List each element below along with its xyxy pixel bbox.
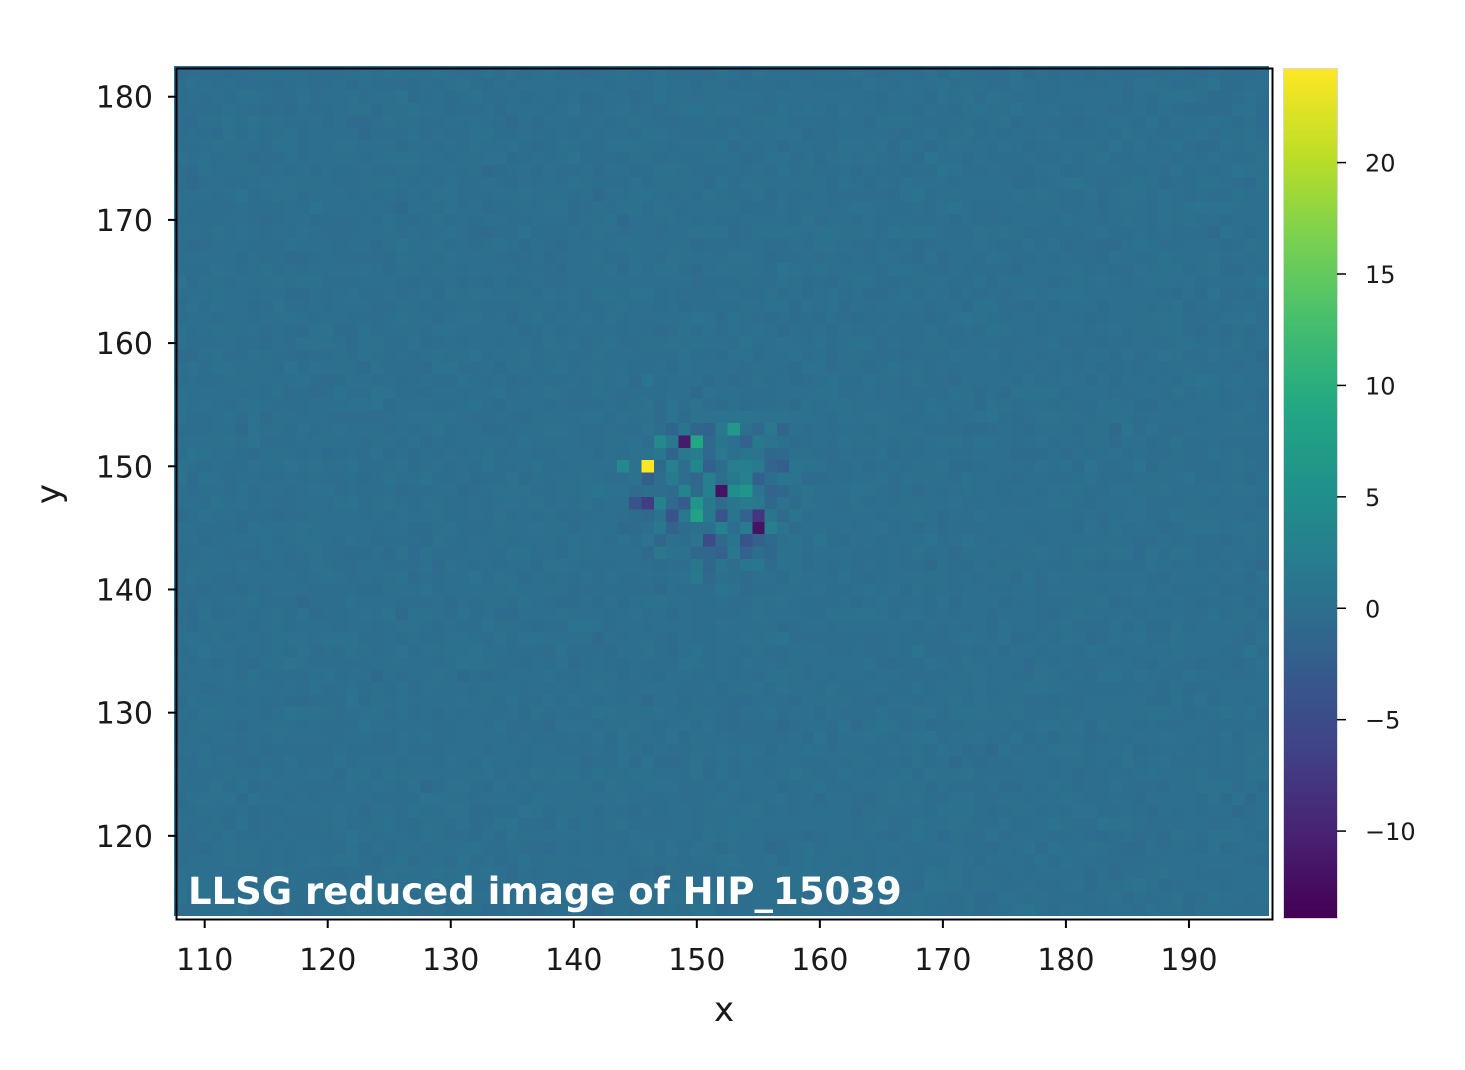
x-tick-label: 170	[914, 943, 971, 978]
x-tick-label: 180	[1037, 943, 1094, 978]
y-tick-label: 160	[96, 327, 153, 362]
colorbar-tick-label: 15	[1365, 261, 1396, 289]
x-tick-label: 160	[791, 943, 848, 978]
colorbar-tick-label: 5	[1365, 484, 1380, 512]
x-axis-ticks: 110 120 130 140 150 160 170 180 190	[176, 919, 1218, 978]
x-tick-label: 130	[422, 943, 479, 978]
x-tick-label: 120	[299, 943, 356, 978]
y-tick-label: 140	[96, 573, 153, 608]
x-tick-label: 110	[176, 943, 233, 978]
x-tick-label: 190	[1160, 943, 1217, 978]
colorbar-frame	[1283, 68, 1338, 919]
colorbar-tick-label: 0	[1365, 595, 1380, 623]
colorbar-tick-label: 10	[1365, 372, 1396, 400]
y-tick-label: 150	[96, 450, 153, 485]
y-tick-label: 130	[96, 697, 153, 732]
colorbar	[1284, 69, 1337, 918]
image-title: LLSG reduced image of HIP_15039	[188, 870, 902, 913]
colorbar-ticks: 20 15 10 5 0 −5 −10	[1337, 150, 1416, 846]
x-tick-label: 140	[545, 943, 602, 978]
x-axis-label: x	[714, 990, 734, 1030]
y-axis-label: y	[29, 484, 69, 504]
y-tick-label: 180	[96, 81, 153, 116]
colorbar-tick-label: 20	[1365, 150, 1396, 178]
y-tick-label: 170	[96, 204, 153, 239]
x-tick-label: 150	[668, 943, 725, 978]
axes-frame	[175, 67, 1274, 921]
colorbar-tick-label: −10	[1365, 818, 1416, 846]
heatmap-image	[173, 65, 1269, 916]
colorbar-tick-label: −5	[1365, 707, 1400, 735]
y-axis-ticks: 120 130 140 150 160 170 180	[96, 81, 177, 855]
y-tick-label: 120	[96, 820, 153, 855]
